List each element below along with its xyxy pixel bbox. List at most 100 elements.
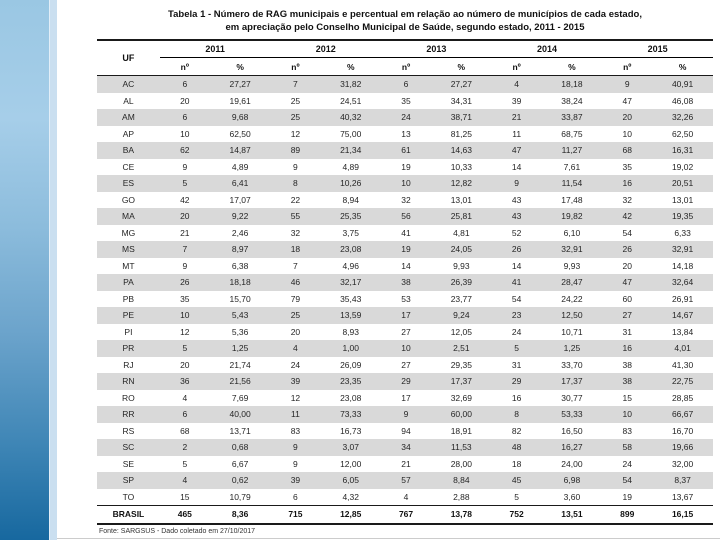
- value-cell: 0,68: [231, 442, 249, 452]
- table-row: MG 21 2,46 32 3,75 41 4,81 52 6,10 54 6,33: [97, 225, 713, 242]
- value-cell: 11: [512, 128, 522, 139]
- value-cell: 24,51: [340, 95, 362, 106]
- table-row: AL 20 19,61 25 24,51 35 34,31 39 38,24 47 46,08: [97, 93, 713, 110]
- value-cell: 14,87: [229, 145, 251, 155]
- value-cell: 14: [511, 161, 522, 172]
- value-cell: 5: [514, 343, 519, 353]
- value-cell: 10,79: [229, 491, 251, 502]
- header-pct-col: %: [678, 61, 687, 72]
- value-cell: 25: [290, 310, 301, 320]
- value-cell: 62,50: [229, 128, 251, 139]
- value-cell: 34: [401, 442, 411, 452]
- value-cell: 5,43: [231, 310, 249, 320]
- uf-cell: PA: [123, 277, 134, 287]
- value-cell: 38: [622, 376, 632, 386]
- value-cell: 6: [182, 79, 188, 89]
- value-cell: 33,70: [561, 359, 583, 370]
- value-cell: 28,47: [561, 277, 583, 287]
- value-cell: 9,93: [563, 260, 581, 271]
- table-row: PR 5 1,25 4 1,00 10 2,51 5 1,25 16 4,01: [97, 340, 713, 357]
- value-cell: 26,39: [450, 277, 472, 287]
- value-cell: 16,70: [671, 425, 694, 436]
- table-row: PE 10 5,43 25 13,59 17 9,24 23 12,50 27 14,67: [97, 307, 713, 324]
- value-cell: 14,63: [450, 145, 472, 155]
- value-cell: 27: [401, 326, 411, 337]
- total-value-cell: 715: [270, 505, 321, 525]
- value-cell: 13,67: [671, 491, 694, 502]
- value-cell: 31: [511, 359, 522, 370]
- value-cell: 21: [511, 112, 522, 122]
- value-cell: 31: [622, 326, 632, 337]
- value-cell: 83: [290, 425, 301, 436]
- value-cell: 48: [511, 442, 522, 452]
- value-cell: 1,00: [342, 343, 359, 353]
- value-cell: 12,50: [561, 310, 583, 320]
- value-cell: 38,71: [450, 112, 472, 122]
- value-cell: 13: [401, 128, 411, 139]
- value-cell: 19: [401, 161, 411, 172]
- value-cell: 22: [290, 194, 301, 205]
- value-cell: 9,68: [231, 112, 249, 122]
- value-cell: 5: [182, 343, 188, 353]
- value-cell: 18: [511, 458, 522, 469]
- header-n-col: nº: [291, 61, 300, 72]
- value-cell: 11,53: [451, 442, 472, 452]
- value-cell: 25: [290, 95, 301, 106]
- total-label-cell: BRASIL: [97, 505, 160, 525]
- value-cell: 8,37: [674, 475, 691, 485]
- value-cell: 30,77: [561, 392, 583, 403]
- value-cell: 13,84: [671, 326, 694, 337]
- value-cell: 11,54: [561, 178, 583, 188]
- value-cell: 16,50: [561, 425, 583, 436]
- value-cell: 4,32: [342, 491, 359, 502]
- value-cell: 19: [401, 244, 411, 254]
- value-cell: 40,91: [671, 79, 694, 89]
- value-cell: 32: [622, 194, 632, 205]
- value-cell: 13,71: [229, 425, 251, 436]
- value-cell: 29: [401, 376, 411, 386]
- value-cell: 25,35: [340, 211, 362, 221]
- value-cell: 9: [182, 161, 188, 172]
- value-cell: 23,08: [340, 392, 362, 403]
- value-cell: 34,31: [450, 95, 472, 106]
- table-row: AP 10 62,50 12 75,00 13 81,25 11 68,75 10 62,50: [97, 126, 713, 143]
- header-pct-col: %: [236, 61, 244, 72]
- table-row: PB 35 15,70 79 35,43 53 23,77 54 24,22 60 26,91: [97, 291, 713, 308]
- value-cell: 39: [511, 95, 522, 106]
- value-cell: 29: [511, 376, 522, 386]
- value-cell: 10,71: [561, 326, 583, 337]
- uf-cell: PR: [122, 343, 135, 353]
- value-cell: 5,36: [231, 326, 249, 337]
- value-cell: 43: [511, 211, 522, 221]
- value-cell: 4,89: [342, 161, 359, 172]
- total-value-cell: 16,15: [652, 505, 713, 525]
- value-cell: 27: [622, 310, 632, 320]
- value-cell: 19,02: [671, 161, 694, 172]
- header-row-sub: nº% nº% nº% nº% nº%: [97, 58, 713, 76]
- value-cell: 6: [182, 112, 188, 122]
- value-cell: 17,37: [450, 376, 472, 386]
- value-cell: 15,70: [229, 293, 251, 304]
- value-cell: 45: [511, 475, 522, 485]
- uf-cell: MG: [121, 227, 136, 238]
- value-cell: 19: [622, 491, 632, 502]
- uf-cell: RS: [122, 425, 135, 436]
- value-cell: 52: [511, 227, 522, 238]
- value-cell: 12,05: [450, 326, 472, 337]
- value-cell: 47: [511, 145, 522, 155]
- value-cell: 38,24: [561, 95, 583, 106]
- value-cell: 81,25: [450, 128, 472, 139]
- value-cell: 23: [511, 310, 522, 320]
- value-cell: 6,05: [342, 475, 359, 485]
- value-cell: 27,27: [450, 79, 472, 89]
- data-table: UF 2011 2012 2013 2014 2015 nº% nº% nº% nº% nº% AC…: [97, 39, 713, 525]
- value-cell: 12,82: [450, 178, 472, 188]
- value-cell: 79: [290, 293, 301, 304]
- value-cell: 6,67: [231, 458, 249, 469]
- value-cell: 23,35: [340, 376, 362, 386]
- value-cell: 9: [293, 458, 298, 469]
- value-cell: 8,93: [342, 326, 359, 337]
- value-cell: 47: [622, 277, 632, 287]
- total-value-cell: 767: [381, 505, 431, 525]
- source-note: Fonte: SARGSUS - Dado coletado em 27/10/…: [99, 528, 256, 535]
